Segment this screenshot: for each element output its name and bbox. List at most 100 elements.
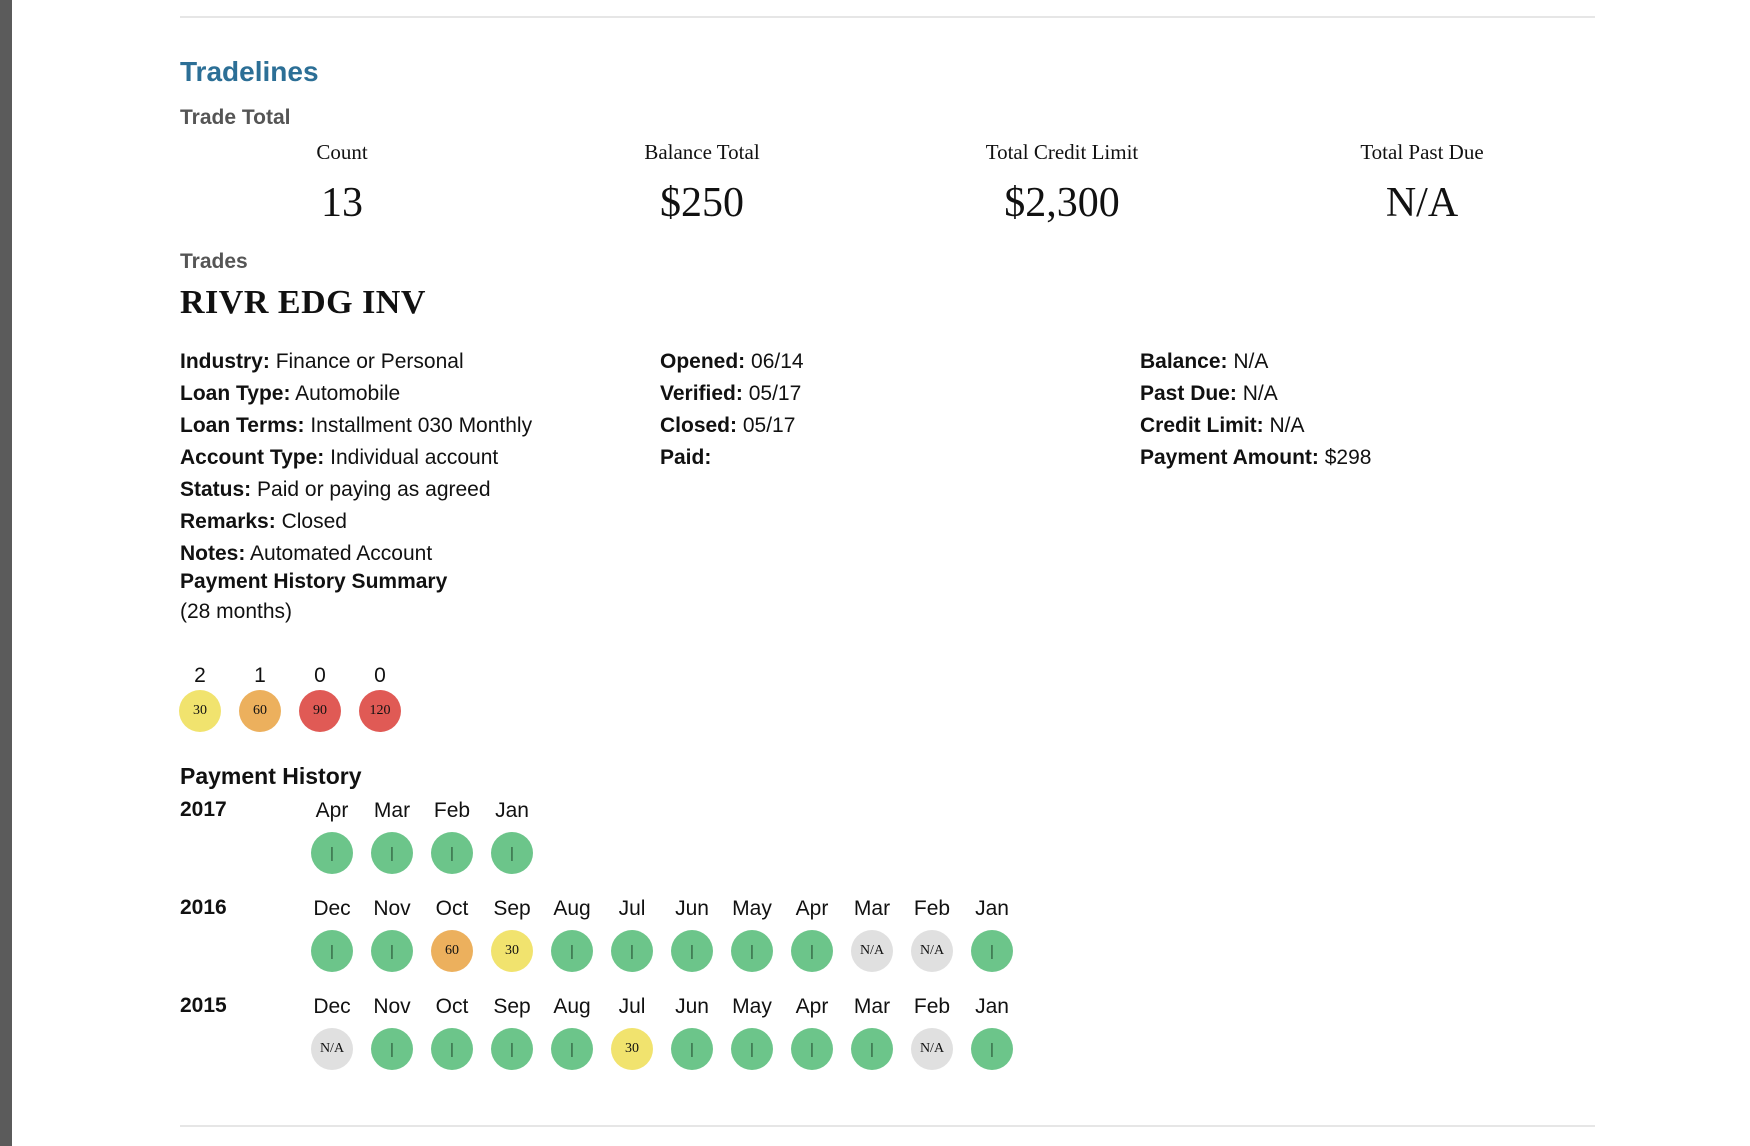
history-status-badge: N/A bbox=[311, 1028, 353, 1070]
summary-bucket-60: 1 60 bbox=[238, 662, 282, 732]
field-value: Closed bbox=[281, 510, 347, 533]
bucket-count: 1 bbox=[254, 664, 266, 687]
history-month-cell: May | bbox=[722, 994, 782, 1070]
history-status-badge: | bbox=[551, 930, 593, 972]
summary-bucket-90: 0 90 bbox=[298, 662, 342, 732]
payment-summary-title: Payment History Summary bbox=[180, 570, 448, 593]
total-past-due: Total Past Due N/A bbox=[1242, 140, 1602, 227]
history-status-badge: | bbox=[431, 1028, 473, 1070]
history-month-cell: Dec | bbox=[302, 896, 362, 972]
history-month-label: Sep bbox=[493, 995, 531, 1018]
history-month-cell: Jun | bbox=[662, 994, 722, 1070]
trades-heading: Trades bbox=[180, 250, 248, 273]
history-month-cell: Feb N/A bbox=[902, 994, 962, 1070]
history-status-badge: | bbox=[791, 930, 833, 972]
history-month-label: Aug bbox=[553, 897, 591, 920]
history-month-cell: Mar | bbox=[842, 994, 902, 1070]
total-value: 13 bbox=[321, 180, 363, 226]
field-label: Industry: bbox=[180, 350, 270, 373]
history-status-badge: 30 bbox=[611, 1028, 653, 1070]
summary-bucket-30: 2 30 bbox=[178, 662, 222, 732]
history-month-cell: Jul 30 bbox=[602, 994, 662, 1070]
history-status-badge: | bbox=[431, 832, 473, 874]
field-label: Loan Terms: bbox=[180, 414, 305, 437]
history-month-label: Nov bbox=[373, 897, 411, 920]
history-month-label: Oct bbox=[435, 995, 469, 1018]
total-value: $250 bbox=[660, 180, 744, 226]
history-status-badge: | bbox=[311, 930, 353, 972]
history-month-label: May bbox=[732, 897, 772, 920]
history-month-label: Apr bbox=[795, 995, 829, 1018]
history-year-label: 2015 bbox=[180, 994, 227, 1017]
field-label: Opened: bbox=[660, 350, 746, 373]
history-month-cell: Jun | bbox=[662, 896, 722, 972]
history-status-badge: N/A bbox=[911, 1028, 953, 1070]
field-loan-terms: Loan Terms: Installment 030 Monthly bbox=[180, 410, 532, 442]
field-account-type: Account Type: Individual account bbox=[180, 442, 532, 474]
history-status-badge: | bbox=[671, 930, 713, 972]
history-status-badge: N/A bbox=[911, 930, 953, 972]
history-month-label: Jan bbox=[495, 799, 529, 822]
section-title: Tradelines bbox=[180, 56, 319, 87]
history-month-cell: Mar | bbox=[362, 798, 422, 874]
history-status-badge: | bbox=[731, 1028, 773, 1070]
field-balance: Balance: N/A bbox=[1140, 346, 1371, 378]
history-month-cell: Jan | bbox=[962, 994, 1022, 1070]
field-value: Paid or paying as agreed bbox=[257, 478, 491, 501]
history-month-label: Mar bbox=[373, 799, 411, 822]
history-status-badge: | bbox=[371, 930, 413, 972]
field-status: Status: Paid or paying as agreed bbox=[180, 474, 532, 506]
field-verified: Verified: 05/17 bbox=[660, 378, 804, 410]
bucket-count: 2 bbox=[194, 664, 206, 687]
total-balance: Balance Total $250 bbox=[522, 140, 882, 227]
field-value: 05/17 bbox=[742, 414, 796, 437]
total-value: $2,300 bbox=[1004, 180, 1120, 226]
history-status-badge: | bbox=[731, 930, 773, 972]
history-month-label: May bbox=[732, 995, 772, 1018]
field-value: N/A bbox=[1269, 414, 1305, 437]
history-month-label: Dec bbox=[313, 897, 351, 920]
history-month-label: Apr bbox=[795, 897, 829, 920]
history-status-badge: | bbox=[371, 1028, 413, 1070]
total-label: Balance Total bbox=[644, 140, 760, 164]
history-month-cell: Jan | bbox=[962, 896, 1022, 972]
history-month-cell: Mar N/A bbox=[842, 896, 902, 972]
bucket-count: 0 bbox=[374, 664, 386, 687]
payment-history-title: Payment History bbox=[180, 763, 362, 789]
history-month-cell: Oct | bbox=[422, 994, 482, 1070]
field-label: Status: bbox=[180, 478, 252, 501]
trade-details-col-2: Opened: 06/14 Verified: 05/17 Closed: 05… bbox=[660, 346, 804, 474]
field-remarks: Remarks: Closed bbox=[180, 506, 532, 538]
bucket-badge: 120 bbox=[359, 690, 401, 732]
history-month-label: Sep bbox=[493, 897, 531, 920]
bucket-badge: 30 bbox=[179, 690, 221, 732]
field-payment-amount: Payment Amount: $298 bbox=[1140, 442, 1371, 474]
history-status-badge: | bbox=[371, 832, 413, 874]
field-paid: Paid: bbox=[660, 442, 804, 474]
field-industry: Industry: Finance or Personal bbox=[180, 346, 532, 378]
field-closed: Closed: 05/17 bbox=[660, 410, 804, 442]
field-label: Balance: bbox=[1140, 350, 1228, 373]
field-value: Automobile bbox=[295, 382, 401, 405]
history-month-label: Jul bbox=[618, 897, 646, 920]
history-month-label: Jun bbox=[675, 897, 709, 920]
top-divider bbox=[180, 16, 1595, 18]
history-year-label: 2017 bbox=[180, 798, 227, 821]
history-month-cell: Dec N/A bbox=[302, 994, 362, 1070]
summary-bucket-120: 0 120 bbox=[358, 662, 402, 732]
history-year-row: 2015 Dec N/A Nov | Oct | Sep | Aug | Jul 30 Jun | May | A… bbox=[180, 994, 1080, 1084]
report-page: Tradelines Trade Total Count 13 Balance … bbox=[12, 0, 1750, 1146]
total-credit-limit: Total Credit Limit $2,300 bbox=[882, 140, 1242, 227]
field-label: Remarks: bbox=[180, 510, 276, 533]
history-month-cell: Jan | bbox=[482, 798, 542, 874]
field-notes: Notes: Automated Account bbox=[180, 538, 532, 570]
history-status-badge: | bbox=[551, 1028, 593, 1070]
field-label: Past Due: bbox=[1140, 382, 1237, 405]
history-status-badge: | bbox=[971, 930, 1013, 972]
total-value: N/A bbox=[1385, 180, 1459, 226]
trade-total-heading: Trade Total bbox=[180, 106, 291, 129]
history-month-label: Jun bbox=[675, 995, 709, 1018]
history-month-label: Jan bbox=[975, 897, 1009, 920]
history-status-badge: N/A bbox=[851, 930, 893, 972]
history-month-cell: Sep 30 bbox=[482, 896, 542, 972]
